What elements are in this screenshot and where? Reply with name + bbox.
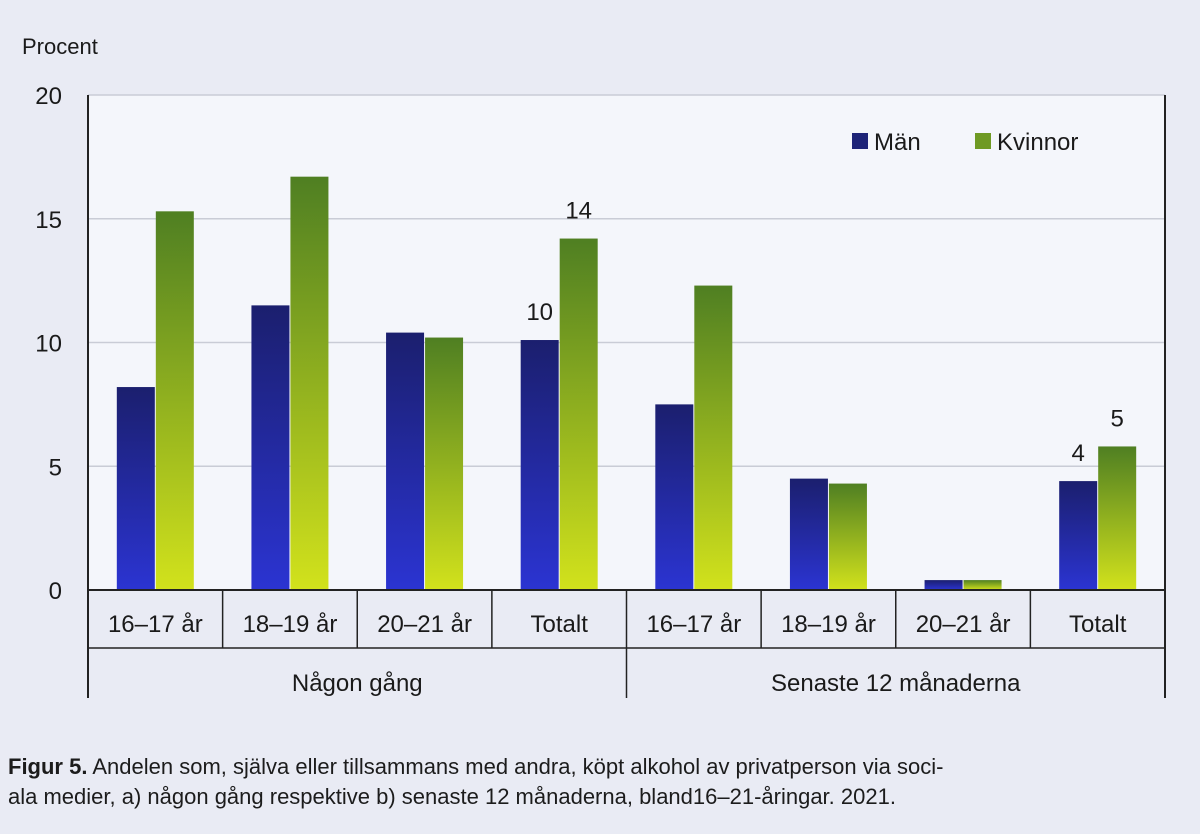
legend-label: Kvinnor — [997, 129, 1078, 156]
bar-kvinnor — [829, 484, 867, 590]
bar-kvinnor — [560, 239, 598, 590]
bar-man — [655, 404, 693, 590]
group-label: Senaste 12 månaderna — [771, 670, 1021, 697]
legend-swatch — [975, 133, 991, 149]
caption-line-2: ala medier, a) någon gång respektive b) … — [8, 782, 1188, 812]
bar-man — [117, 387, 155, 590]
x-tick-label: 20–21 år — [377, 611, 472, 638]
data-label: 4 — [1072, 440, 1085, 467]
legend-swatch — [852, 133, 868, 149]
y-tick-label: 0 — [49, 578, 62, 605]
data-label: 5 — [1111, 405, 1124, 432]
bar-kvinnor — [425, 338, 463, 590]
bar-kvinnor — [156, 211, 194, 590]
x-tick-label: 18–19 år — [781, 611, 876, 638]
x-tick-label: 18–19 år — [243, 611, 338, 638]
y-axis-label: Procent — [22, 34, 98, 59]
data-label: 10 — [526, 299, 553, 326]
bar-kvinnor — [1098, 446, 1136, 590]
y-tick-label: 5 — [49, 454, 62, 481]
bar-kvinnor — [694, 286, 732, 590]
y-tick-label: 15 — [35, 207, 62, 234]
y-tick-label: 10 — [35, 331, 62, 358]
x-tick-label: 16–17 år — [108, 611, 203, 638]
bar-man — [790, 479, 828, 590]
x-tick-label: 16–17 år — [646, 611, 741, 638]
bar-man — [925, 580, 963, 590]
group-label: Någon gång — [292, 670, 423, 697]
caption-prefix: Figur 5. — [8, 754, 87, 779]
bar-man — [521, 340, 559, 590]
x-tick-label: Totalt — [1069, 611, 1127, 638]
data-label: 14 — [565, 198, 592, 225]
legend-label: Män — [874, 129, 921, 156]
y-tick-label: 20 — [35, 83, 62, 110]
bar-kvinnor — [290, 177, 328, 590]
bar-man — [1059, 481, 1097, 590]
x-tick-label: Totalt — [531, 611, 589, 638]
bar-man — [386, 333, 424, 590]
bar-kvinnor — [964, 580, 1002, 590]
bar-man — [251, 305, 289, 590]
caption-line-1: Andelen som, själva eller tillsammans me… — [87, 754, 943, 779]
figure-caption: Figur 5. Andelen som, själva eller tills… — [8, 752, 1188, 812]
x-tick-label: 20–21 år — [916, 611, 1011, 638]
